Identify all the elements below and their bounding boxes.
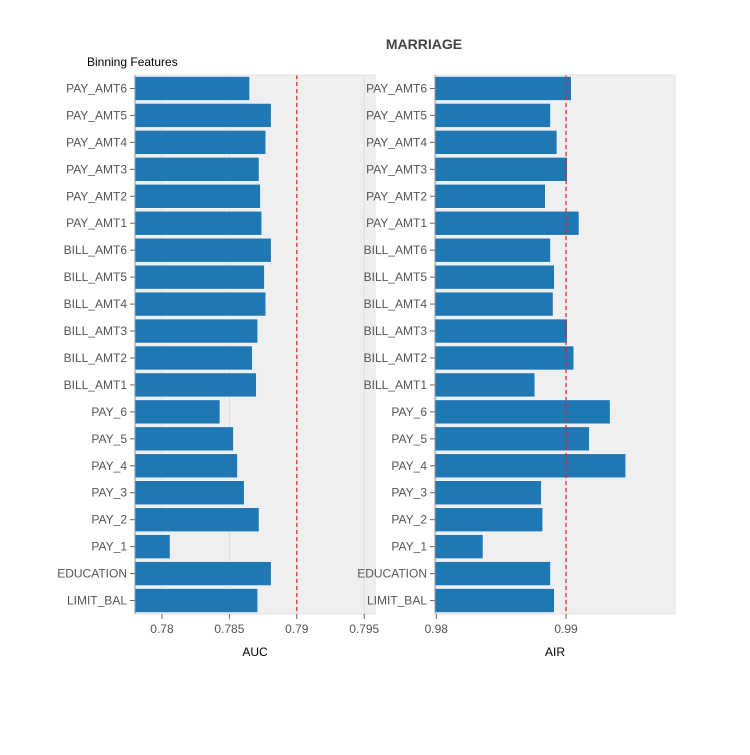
ytick-label-pay_amt3: PAY_AMT3 [366,162,427,176]
bar-pay_amt3 [134,157,260,182]
ytick-label-pay_2: PAY_2 [91,513,127,527]
ytick-label-pay_amt5: PAY_AMT5 [366,108,427,122]
bar-pay_amt2 [134,184,261,209]
ytick-label-bill_amt6: BILL_AMT6 [364,243,428,257]
ytick-label-pay_amt4: PAY_AMT4 [366,135,427,149]
xtick-label-0: 0.98 [425,622,449,636]
xtick-label-1: 0.785 [214,622,244,636]
ytick-label-pay_amt6: PAY_AMT6 [66,81,127,95]
bar-pay_amt5 [134,103,272,128]
bar-pay_6 [134,399,221,425]
ytick-label-limit_bal: LIMIT_BAL [67,594,127,608]
ytick-label-education: EDUCATION [57,567,127,581]
ytick-label-pay_amt4: PAY_AMT4 [66,135,127,149]
xtick-label-0: 0.78 [150,622,174,636]
ytick-label-pay_amt2: PAY_AMT2 [366,189,427,203]
bar-pay_amt6 [134,76,250,101]
ytick-label-bill_amt6: BILL_AMT6 [64,243,128,257]
ytick-label-pay_amt5: PAY_AMT5 [66,108,127,122]
bar-education [134,561,272,586]
panel-auc: PAY_AMT6 PAY_AMT5 PAY_AMT4 PAY_AMT3 PAY_AMT2… [57,74,380,659]
bar-pay_5 [134,426,234,452]
ytick-label-pay_amt2: PAY_AMT2 [66,189,127,203]
bar-bill_amt3 [134,318,258,344]
bar-pay_amt4 [134,130,267,155]
bar-bill_amt6 [434,237,551,263]
xtick-label-2: 0.79 [285,622,309,636]
ytick-label-pay_5: PAY_5 [91,432,127,446]
x-axis-title: AIR [545,645,565,659]
bar-pay_amt5 [434,103,551,128]
bar-pay_amt2 [434,184,546,209]
bar-pay_amt1 [134,211,262,236]
ytick-label-pay_amt1: PAY_AMT1 [66,216,127,230]
bar-education [434,561,551,586]
panel-background [435,75,675,614]
bar-bill_amt6 [134,237,272,263]
ytick-label-bill_amt3: BILL_AMT3 [364,324,428,338]
bar-pay_1 [134,534,171,559]
ytick-label-pay_amt6: PAY_AMT6 [366,81,427,95]
bar-bill_amt3 [434,318,568,344]
bar-pay_6 [434,399,611,425]
ytick-label-pay_amt3: PAY_AMT3 [66,162,127,176]
ytick-label-pay_1: PAY_1 [391,540,427,554]
ytick-label-bill_amt3: BILL_AMT3 [64,324,128,338]
ytick-label-bill_amt2: BILL_AMT2 [364,351,428,365]
panel-air: PAY_AMT6 PAY_AMT5 PAY_AMT4 PAY_AMT3 PAY_AMT2… [357,74,676,659]
ytick-label-bill_amt5: BILL_AMT5 [64,270,128,284]
bar-bill_amt1 [434,372,536,398]
ytick-label-bill_amt1: BILL_AMT1 [364,378,428,392]
bar-bill_amt4 [434,291,554,317]
bar-limit_bal [434,588,555,613]
ytick-label-pay_6: PAY_6 [391,405,427,419]
ytick-label-pay_3: PAY_3 [391,486,427,500]
chart-title: MARRIAGE [386,36,462,52]
ytick-label-pay_3: PAY_3 [91,486,127,500]
ytick-label-pay_amt1: PAY_AMT1 [366,216,427,230]
bar-pay_4 [434,453,626,478]
bar-pay_3 [134,480,245,505]
ytick-label-bill_amt5: BILL_AMT5 [364,270,428,284]
ytick-label-bill_amt4: BILL_AMT4 [364,297,428,311]
bar-pay_1 [434,534,484,559]
bar-bill_amt2 [134,345,253,371]
bar-pay_amt1 [434,211,580,236]
bar-pay_2 [134,507,260,532]
bar-bill_amt5 [434,264,555,290]
bar-limit_bal [134,588,258,613]
ytick-label-pay_1: PAY_1 [91,540,127,554]
chart-subtitle: Binning Features [87,55,178,69]
xtick-label-3: 0.795 [349,622,379,636]
ytick-label-pay_5: PAY_5 [391,432,427,446]
bar-bill_amt1 [134,372,257,398]
xtick-label-1: 0.99 [554,622,578,636]
bar-bill_amt2 [434,345,575,371]
bar-pay_2 [434,507,543,532]
bar-pay_amt4 [434,130,558,155]
bar-pay_amt3 [434,157,568,182]
ytick-label-limit_bal: LIMIT_BAL [367,594,427,608]
ytick-label-pay_2: PAY_2 [391,513,427,527]
ytick-label-bill_amt1: BILL_AMT1 [64,378,128,392]
x-axis-title: AUC [242,645,268,659]
bar-bill_amt4 [134,291,267,317]
bar-bill_amt5 [134,264,265,290]
panel-background [135,75,375,614]
bar-pay_4 [134,453,238,478]
ytick-label-pay_4: PAY_4 [91,459,127,473]
ytick-label-pay_4: PAY_4 [391,459,427,473]
ytick-label-education: EDUCATION [357,567,427,581]
ytick-label-bill_amt2: BILL_AMT2 [64,351,128,365]
ytick-label-pay_6: PAY_6 [91,405,127,419]
chart-panels: PAY_AMT6 PAY_AMT5 PAY_AMT4 PAY_AMT3 PAY_AMT2… [57,74,676,659]
bar-pay_amt6 [434,76,572,101]
bar-pay_3 [434,480,542,505]
ytick-label-bill_amt4: BILL_AMT4 [64,297,128,311]
